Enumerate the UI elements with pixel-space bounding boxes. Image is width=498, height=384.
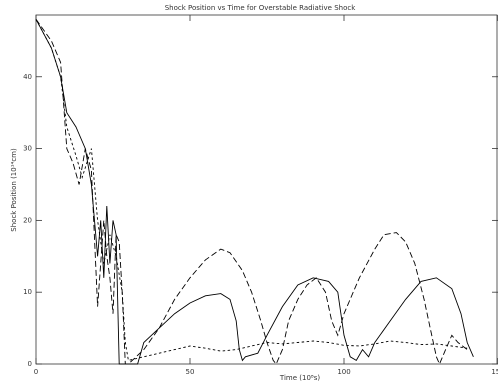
x-tick-label: 100	[337, 368, 350, 376]
y-tick-label: 20	[23, 216, 32, 224]
series-line	[35, 19, 468, 366]
x-axis-label: Time (10⁸s)	[279, 374, 320, 382]
x-tick-label: 50	[186, 368, 195, 376]
series-line	[35, 19, 474, 365]
plot-frame	[35, 14, 498, 365]
y-tick-label: 10	[23, 288, 32, 296]
series-line	[35, 19, 468, 361]
x-tick-label: 0	[34, 368, 38, 376]
chart-title: Shock Position vs Time for Overstable Ra…	[165, 4, 356, 12]
x-tick-label: 150	[491, 368, 498, 376]
y-tick-label: 0	[28, 360, 32, 368]
y-tick-label: 30	[23, 145, 32, 153]
y-tick-label: 40	[23, 73, 32, 81]
y-axis-label: Shock Position (10¹⁴cm)	[10, 148, 18, 232]
